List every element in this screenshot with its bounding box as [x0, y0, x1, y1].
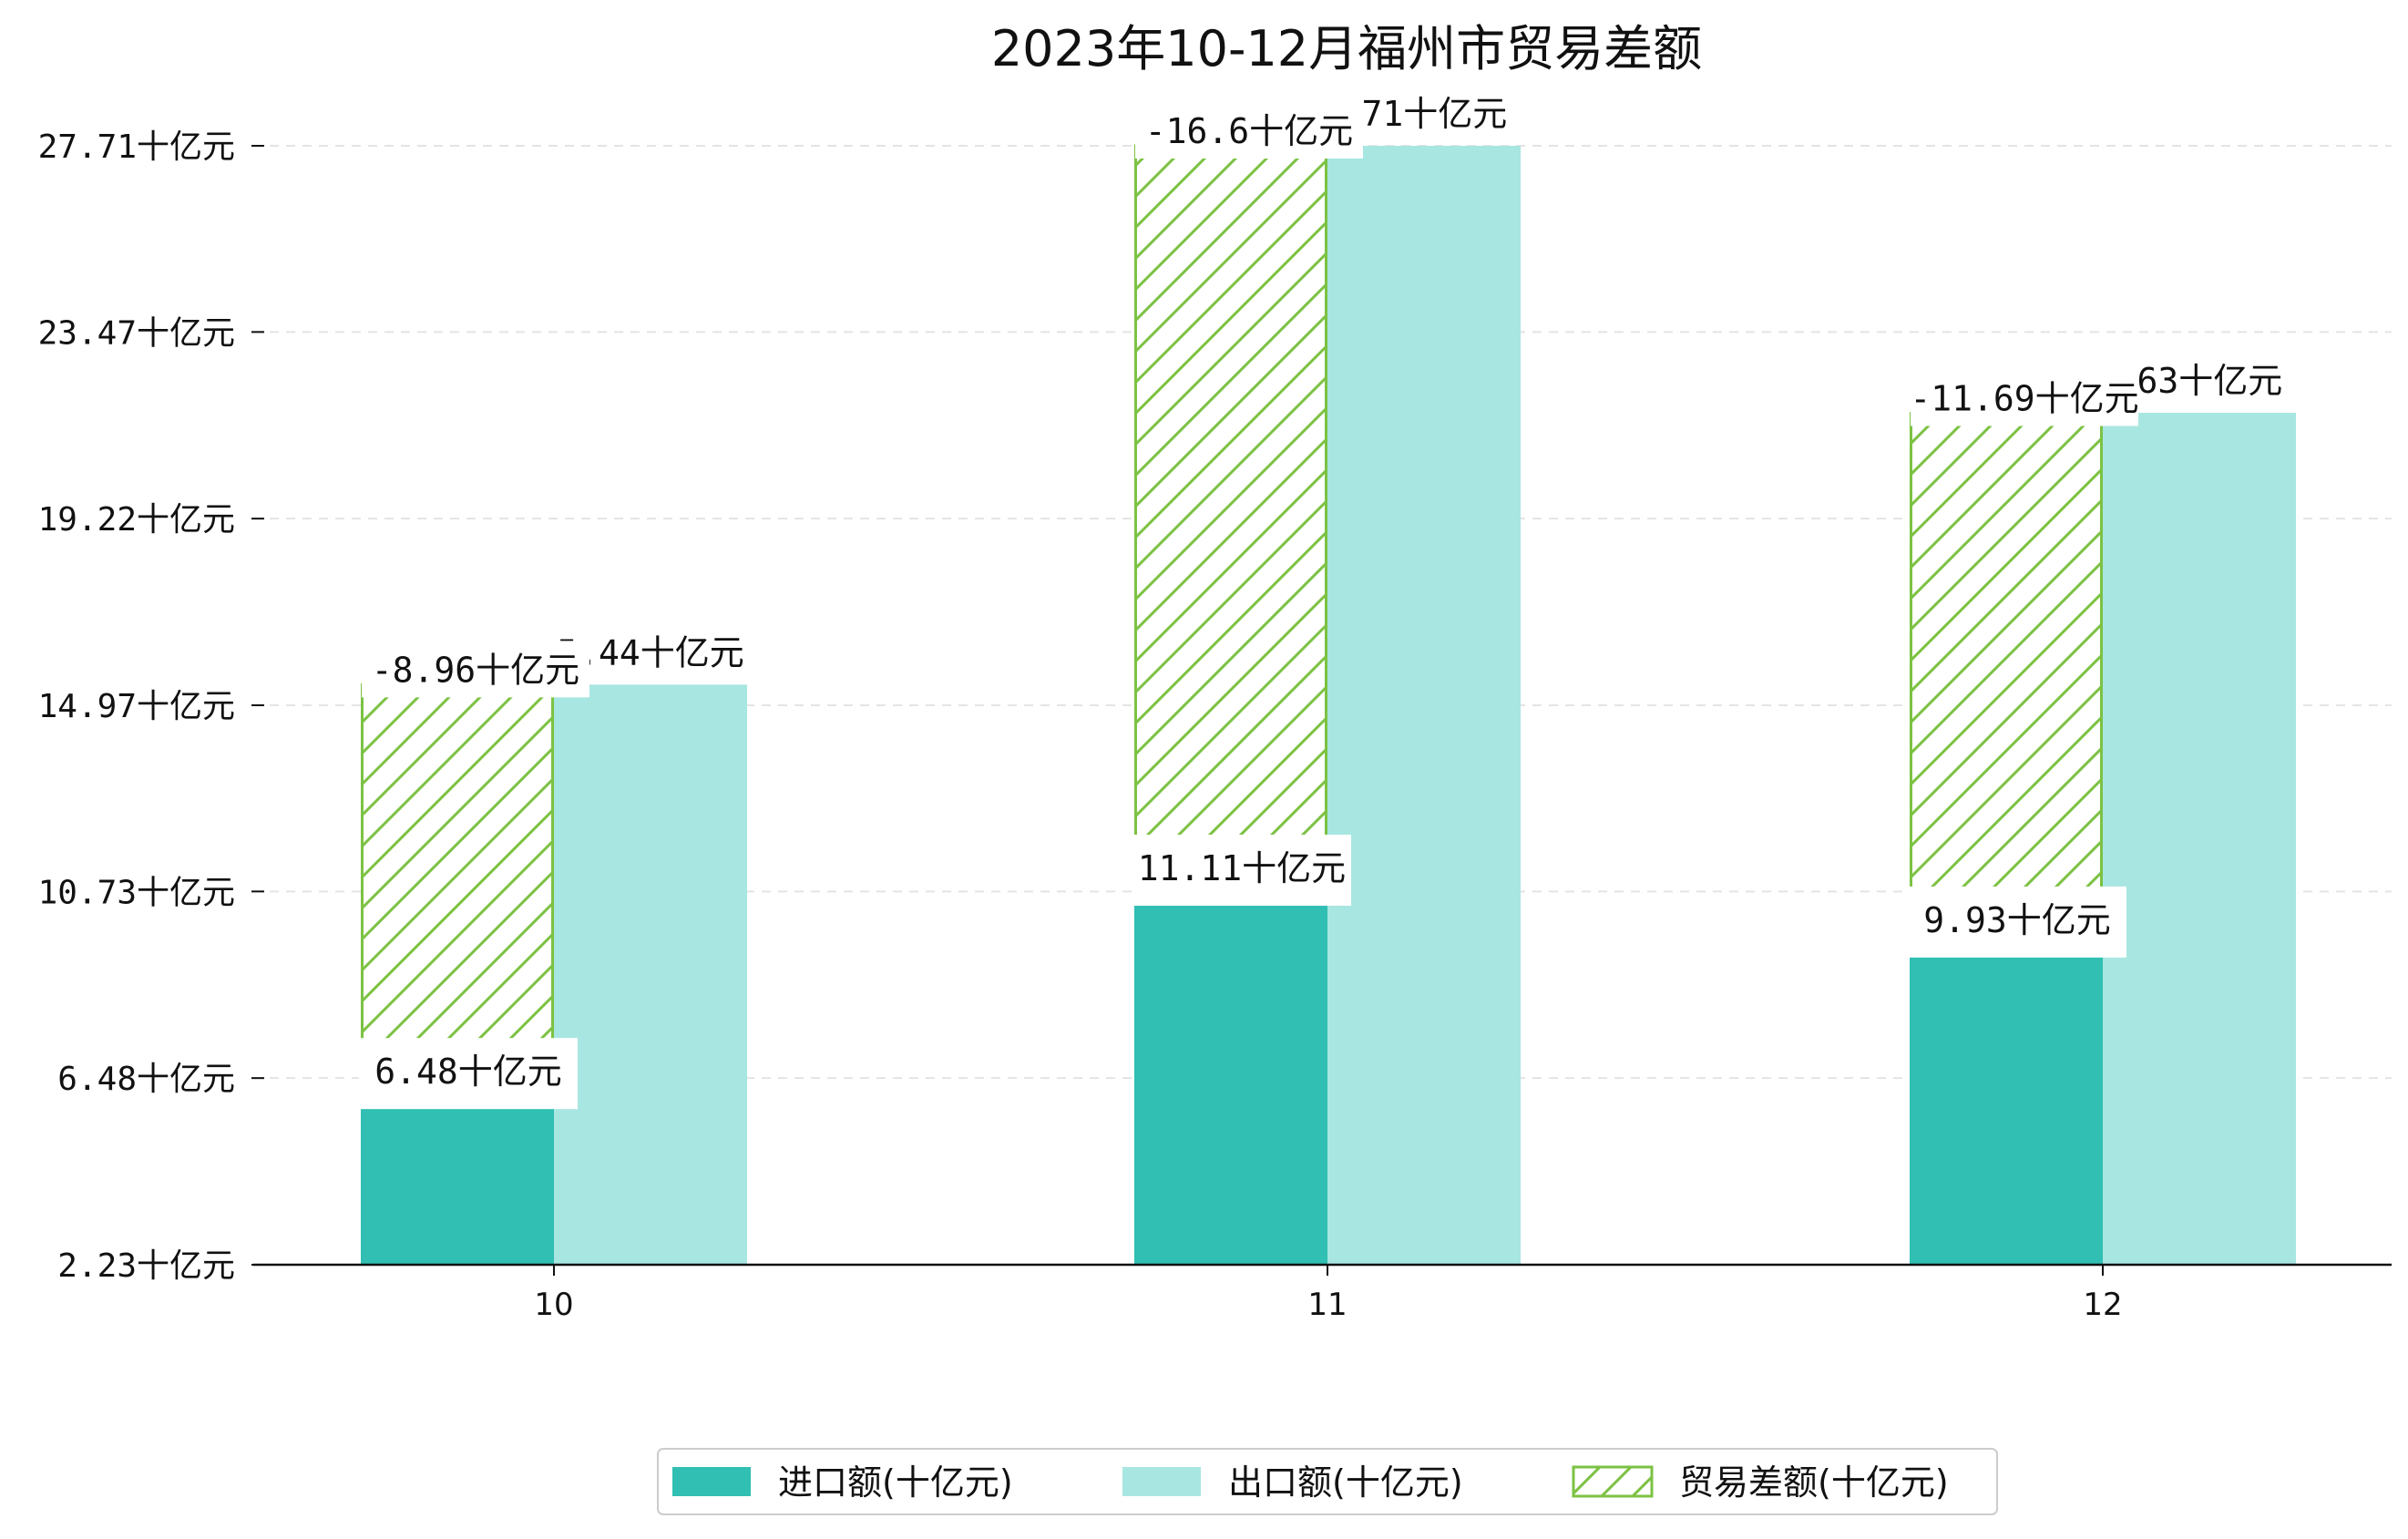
chart-title: 2023年10-12月福州市贸易差额	[991, 20, 1702, 77]
x-tick-label: 12	[2083, 1287, 2122, 1323]
balance-value-label: -16.6十亿元	[1145, 111, 1353, 151]
y-tick-label: 14.97十亿元	[38, 688, 235, 725]
export-bar	[1327, 146, 1521, 1265]
balance-value-label: -11.69十亿元	[1910, 379, 2138, 419]
y-tick-label: 10.73十亿元	[38, 874, 235, 911]
y-tick-label: 2.23十亿元	[57, 1247, 235, 1285]
import-label-box	[1908, 886, 2126, 958]
legend-label-1: 进口额(十亿元)	[778, 1462, 1013, 1503]
legend-swatch-1	[672, 1467, 751, 1496]
y-tick-label: 27.71十亿元	[38, 128, 235, 166]
balance-bar	[1134, 144, 1327, 877]
y-tick-label: 23.47十亿元	[38, 314, 235, 352]
legend: 进口额(十亿元) 出口额(十亿元) 贸易差额(十亿元)	[657, 1448, 1998, 1515]
y-tick-label: 6.48十亿元	[57, 1061, 235, 1098]
data-labels-layer: 5.44十亿元-8.96十亿元6.48十亿元.71十亿元-16.6十亿元11.1…	[359, 94, 2283, 1110]
bars-layer	[361, 144, 2296, 1265]
import-value-label: 9.93十亿元	[1923, 900, 2111, 940]
balance-label-box	[1135, 102, 1363, 159]
balance-label-box	[1911, 369, 2138, 426]
export-bar	[2103, 413, 2296, 1265]
export-value-label: .71十亿元	[1341, 94, 1508, 134]
axes-layer: 2.23十亿元 6.48十亿元 10.73十亿元 14.97十亿元 19.22十亿元 23…	[38, 128, 2392, 1323]
balance-bar	[361, 682, 554, 1080]
balance-bar	[1910, 412, 2103, 929]
legend-swatch-2	[1122, 1467, 1201, 1496]
legend-label-3: 贸易差额(十亿元)	[1679, 1462, 1949, 1503]
export-bar	[554, 684, 747, 1265]
legend-swatch-3	[1572, 1465, 1654, 1498]
import-label-box	[359, 1038, 578, 1110]
import-bar	[1134, 875, 1327, 1265]
legend-label-2: 出口额(十亿元)	[1228, 1462, 1463, 1503]
balance-label-box	[362, 641, 589, 698]
import-value-label: 6.48十亿元	[374, 1052, 562, 1092]
x-tick-label: 10	[534, 1287, 573, 1323]
import-label-box	[1132, 835, 1351, 907]
export-value-label: .63十亿元	[2116, 361, 2283, 401]
import-value-label: 11.11十亿元	[1138, 848, 1346, 888]
x-tick-label: 11	[1307, 1287, 1347, 1323]
balance-value-label: -8.96十亿元	[372, 650, 579, 690]
import-bar	[1910, 926, 2103, 1265]
legend-frame	[657, 1448, 1998, 1515]
import-bar	[361, 1078, 554, 1265]
y-tick-label: 19.22十亿元	[38, 501, 235, 539]
